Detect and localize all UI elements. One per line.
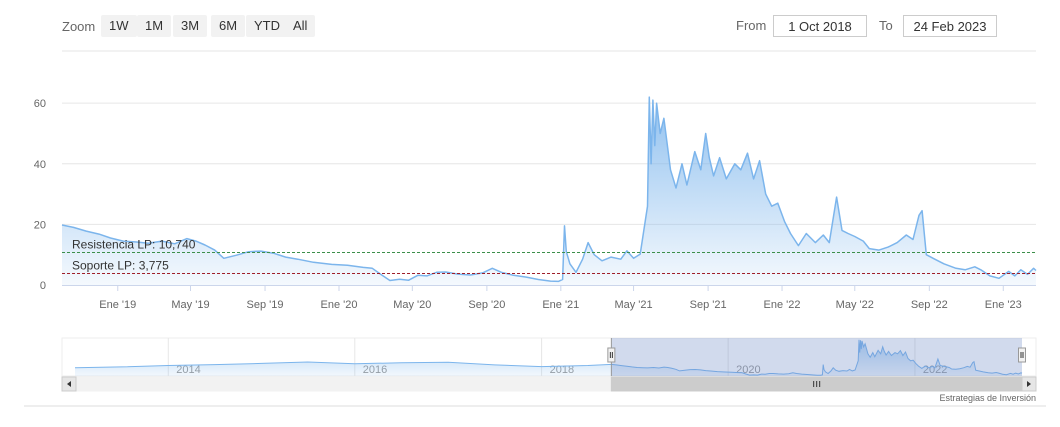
x-tick-label: Ene '22 (764, 299, 801, 311)
x-tick-label: Sep '20 (468, 299, 505, 311)
x-tick-label: Sep '22 (911, 299, 948, 311)
support-label: Soporte LP: 3,775 (72, 259, 169, 273)
y-tick-label: 0 (40, 280, 46, 292)
y-tick-label: 60 (34, 98, 46, 110)
to-date-input[interactable]: 24 Feb 2023 (903, 15, 997, 37)
navigator-line (74, 339, 1023, 376)
navigator-area (75, 339, 1022, 376)
zoom-ytd-button[interactable]: YTD (246, 15, 288, 37)
x-tick-label: Ene '19 (99, 299, 136, 311)
x-tick-label: May '20 (393, 299, 431, 311)
x-tick-label: Ene '21 (542, 299, 579, 311)
from-label: From (736, 18, 767, 33)
zoom-1w-button[interactable]: 1W (101, 15, 137, 37)
navigator-right-handle[interactable] (1018, 347, 1026, 363)
chevron-right-icon (1027, 381, 1031, 387)
navigator-left-handle[interactable] (607, 347, 616, 363)
x-tick-label: Sep '19 (247, 299, 284, 311)
resistance-label: Resistencia LP: 10,740 (72, 237, 196, 251)
x-tick-label: May '21 (614, 299, 652, 311)
from-date-input[interactable]: 1 Oct 2018 (773, 15, 867, 37)
zoom-3m-button[interactable]: 3M (173, 15, 208, 37)
grid-lines (62, 102, 1036, 225)
price-series[interactable] (61, 96, 1037, 285)
plot-lines: Resistencia LP: 10,740 Soporte LP: 3,775 (62, 237, 1036, 275)
zoom-1m-button[interactable]: 1M (137, 15, 172, 37)
x-tick-label: Ene '23 (985, 299, 1022, 311)
x-tick-label: May '19 (171, 299, 209, 311)
zoom-all-button[interactable]: All (285, 15, 316, 37)
x-tick-label: Sep '21 (690, 299, 727, 311)
to-label: To (879, 18, 893, 33)
y-tick-label: 40 (34, 159, 46, 171)
scrollbar[interactable] (61, 376, 1037, 392)
y-tick-label: 20 (34, 219, 46, 231)
zoom-label: Zoom (62, 19, 96, 34)
chevron-left-icon (67, 381, 71, 387)
navigator[interactable]: 20142016201820202022 (61, 337, 1037, 377)
series-area (62, 97, 1036, 285)
zoom-6m-button[interactable]: 6M (211, 15, 246, 37)
y-axis: 0 20 40 60 (34, 98, 46, 292)
x-tick-label: Ene '20 (321, 299, 358, 311)
navigator-selection[interactable] (611, 338, 1022, 376)
x-axis: Ene '19 May '19 Sep '19 Ene '20 May '20 Sep '… (62, 285, 1036, 311)
credits: Estrategias de Inversión (939, 393, 1036, 403)
x-tick-label: May '22 (836, 299, 874, 311)
series-line[interactable] (61, 96, 1037, 283)
